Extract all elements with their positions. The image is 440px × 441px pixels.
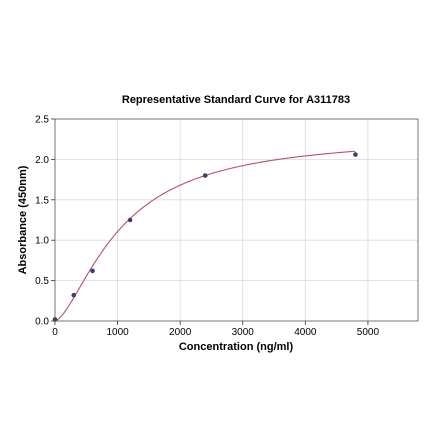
y-tick-label: 1.0 (35, 236, 49, 247)
chart-title: Representative Standard Curve for A31178… (122, 94, 350, 106)
x-tick-label: 2000 (169, 327, 192, 338)
x-axis-ticks: 0 1000 2000 3000 4000 5000 (52, 321, 379, 338)
x-tick-label: 3000 (232, 327, 255, 338)
y-tick-label: 0.5 (35, 276, 49, 287)
data-point (71, 292, 77, 298)
x-axis-label: Concentration (ng/ml) (179, 341, 294, 353)
x-tick-label: 4000 (294, 327, 317, 338)
x-tick-label: 0 (52, 327, 58, 338)
y-tick-label: 2.0 (35, 155, 49, 166)
data-point (90, 268, 95, 274)
data-points-layer (52, 152, 358, 322)
x-tick-label: 5000 (357, 327, 380, 338)
x-tick-label: 1000 (106, 327, 129, 338)
y-tick-label: 0.0 (35, 317, 49, 328)
y-axis-label: Absorbance (450nm) (17, 165, 29, 274)
data-point (353, 152, 358, 157)
y-axis-ticks: 0.0 0.5 1.0 1.5 2.0 2.5 (35, 115, 55, 328)
plot-frame (54, 118, 419, 322)
y-tick-label: 2.5 (35, 115, 49, 126)
data-point (202, 173, 208, 178)
y-tick-label: 1.5 (35, 195, 49, 206)
grid-lines (55, 119, 418, 321)
data-point (127, 217, 133, 223)
